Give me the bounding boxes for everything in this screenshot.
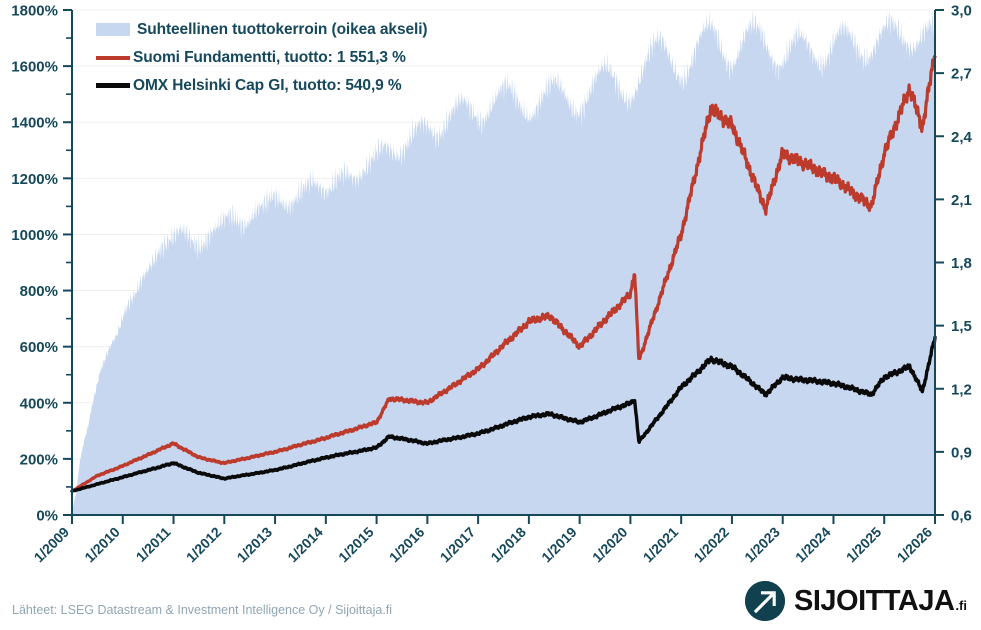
- x-axis-tick-label: 1/2024: [792, 524, 834, 566]
- left-axis-tick-label: 1200%: [11, 171, 58, 188]
- right-axis-tick-label: 3,0: [951, 3, 972, 20]
- legend-label-area: Suhteellinen tuottokerroin (oikea akseli…: [137, 20, 428, 38]
- line-omx-helsinki-cap-gi: [70, 335, 937, 493]
- x-axis-tick-label: 1/2015: [335, 524, 377, 566]
- axes: [63, 9, 944, 524]
- right-axis-tick-label: 0,6: [951, 508, 972, 525]
- x-axis-tick-label: 1/2026: [894, 524, 936, 566]
- x-axis-tick-label: 1/2016: [386, 524, 428, 566]
- x-axis-tick-label: 1/2014: [284, 524, 326, 566]
- logo-text-tld: .fi: [955, 597, 967, 613]
- right-axis-tick-label: 2,4: [951, 129, 973, 146]
- red-line-swatch-icon: [96, 55, 130, 60]
- x-axis-tick-label: 1/2017: [437, 524, 479, 566]
- logo-text-main: SIJOITTAJA: [794, 584, 955, 617]
- x-axis-tick-label: 1/2018: [487, 524, 529, 566]
- area-suhteellinen-tuottokerroin: [72, 10, 935, 515]
- x-axis-tick-label: 1/2019: [538, 524, 580, 566]
- left-axis-tick-label: 1400%: [11, 115, 58, 132]
- left-axis-tick-label: 800%: [20, 283, 58, 300]
- right-axis-tick-label: 1,2: [951, 381, 972, 398]
- area-swatch-icon: [96, 23, 130, 36]
- legend-item-area[interactable]: Suhteellinen tuottokerroin (oikea akseli…: [96, 19, 428, 40]
- legend-label-omx-helsinki: OMX Helsinki Cap GI, tuotto: 540,9 %: [133, 76, 402, 94]
- line-suomi-fundamentti: [70, 55, 937, 493]
- left-axis-tick-label: 600%: [20, 339, 58, 356]
- right-axis-tick-label: 2,7: [951, 66, 972, 83]
- legend-item-omx-helsinki[interactable]: OMX Helsinki Cap GI, tuotto: 540,9 %: [96, 75, 427, 96]
- left-axis-tick-label: 400%: [20, 395, 58, 412]
- right-axis-tick-label: 0,9: [951, 444, 972, 461]
- line-series: [70, 55, 937, 493]
- performance-chart: 0% 200% 400% 600% 800% 1000% 1200% 1400% 1600% 18…: [11, 3, 973, 566]
- arrow-circle-icon: [745, 581, 785, 621]
- x-axis-tick-label: 1/2023: [741, 524, 783, 566]
- left-axis-tick-label: 200%: [20, 451, 58, 468]
- black-line-swatch-icon: [96, 83, 130, 88]
- x-axis-tick-label: 1/2012: [183, 524, 225, 566]
- x-axis-tick-label: 1/2009: [31, 524, 73, 566]
- right-axis-tick-label: 1,5: [951, 318, 972, 335]
- x-axis-tick-label: 1/2022: [690, 524, 732, 566]
- logo-wordmark: SIJOITTAJA .fi: [794, 584, 967, 617]
- area-series: [72, 10, 935, 515]
- x-axis-tick-label: 1/2013: [234, 524, 276, 566]
- chart-footer: Lähteet: LSEG Datastream & Investment In…: [0, 581, 981, 630]
- x-axis-tick-label: 1/2025: [843, 524, 885, 566]
- left-axis-tick-label: 1800%: [11, 3, 58, 20]
- source-note: Lähteet: LSEG Datastream & Investment In…: [12, 603, 393, 617]
- left-axis-tick-label: 1600%: [11, 59, 58, 76]
- x-axis-tick-label: 1/2010: [81, 524, 123, 566]
- right-axis-tick-label: 1,8: [951, 255, 972, 272]
- x-axis-tick-label: 1/2021: [640, 524, 682, 566]
- left-axis-tick-label: 0%: [36, 508, 58, 525]
- left-axis-tick-label: 1000%: [11, 227, 58, 244]
- x-axis-tick-label: 1/2020: [589, 524, 631, 566]
- legend-label-suomi-fundamentti: Suomi Fundamentti, tuotto: 1 551,3 %: [133, 48, 406, 66]
- legend-item-suomi-fundamentti[interactable]: Suomi Fundamentti, tuotto: 1 551,3 %: [96, 47, 427, 68]
- chart-legend: Suhteellinen tuottokerroin (oikea akseli…: [96, 19, 428, 96]
- right-axis-tick-label: 2,1: [951, 192, 972, 209]
- sijoittaja-logo[interactable]: SIJOITTAJA .fi: [745, 581, 967, 621]
- x-axis-tick-label: 1/2011: [133, 524, 174, 565]
